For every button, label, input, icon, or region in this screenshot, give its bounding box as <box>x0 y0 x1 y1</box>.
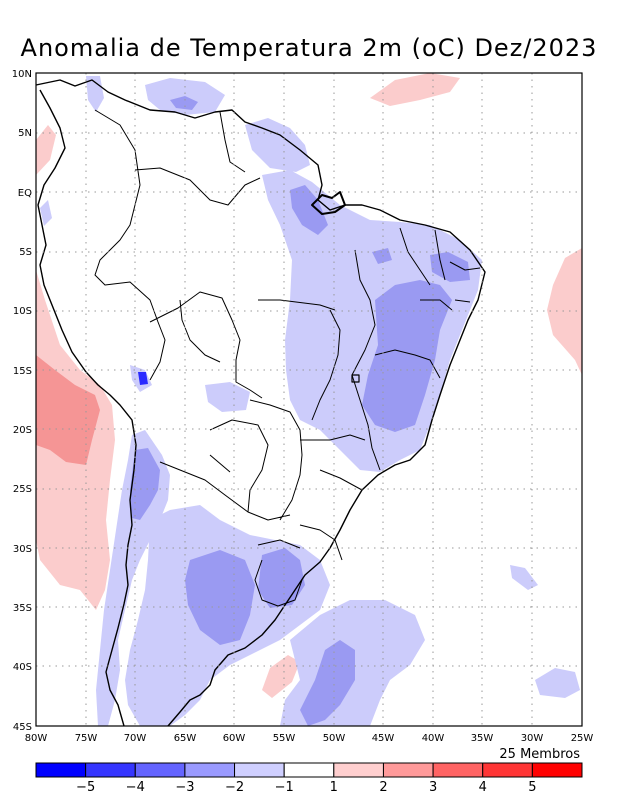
colorbar-swatch <box>333 762 384 778</box>
lon-label: 45W <box>372 733 395 744</box>
colorbar-tick-label: −3 <box>175 780 194 795</box>
coastline-and-borders <box>35 79 486 727</box>
colorbar: −5 −4 −3 −2 −1 1 2 3 4 5 <box>35 762 583 795</box>
lon-label: 80W <box>25 733 48 744</box>
lat-label: 20S <box>13 425 32 436</box>
cold-area-atlantic-mid <box>510 565 538 590</box>
members-label: 25 Membros <box>499 747 580 762</box>
colorbar-swatch <box>482 762 533 778</box>
cold-area-para <box>290 185 328 235</box>
lon-label: 35W <box>471 733 494 744</box>
lat-label: 45S <box>13 722 32 733</box>
cold-area-south-atlantic-core <box>300 640 355 726</box>
lon-label: 25W <box>571 733 594 744</box>
cold-area-ecuador <box>40 200 52 226</box>
colorbar-tick-label: 5 <box>528 780 536 795</box>
map-title: Anomalia de Temperatura 2m (oC) Dez/2023 <box>20 34 598 62</box>
colorbar-tick-label: −4 <box>126 780 145 795</box>
colorbar-swatch <box>432 762 484 778</box>
lake-marker <box>351 374 360 383</box>
cold-area-andes-core <box>130 448 160 520</box>
colorbar-swatch <box>283 762 335 778</box>
cold-area-caribbean-core <box>170 96 198 110</box>
colorbar-tick-label: −5 <box>76 780 95 795</box>
lon-label: 30W <box>521 733 544 744</box>
colorbar-tick-label: 4 <box>479 780 487 795</box>
colorbar-tick-label: −2 <box>225 780 244 795</box>
cold-anomaly-areas <box>40 76 580 726</box>
lat-label: 25S <box>13 484 32 495</box>
cold-area-guianas <box>245 118 310 172</box>
colorbar-swatch <box>35 762 87 778</box>
lon-label: 40W <box>422 733 445 744</box>
lat-label: 15S <box>13 366 32 377</box>
cold-area-bolivia <box>205 382 250 412</box>
colorbar-tick-label: −1 <box>275 780 294 795</box>
longitude-labels: 80W 75W 70W 65W 60W 55W 50W 45W 40W 35W … <box>25 733 594 744</box>
map-frame <box>35 72 583 727</box>
colorbar-tick-label: 3 <box>429 780 437 795</box>
country-borders <box>94 109 481 607</box>
colorbar-swatch <box>134 762 186 778</box>
warm-area-east-atlantic <box>547 248 582 375</box>
lon-label: 70W <box>124 733 147 744</box>
lat-label: 10S <box>13 306 32 317</box>
colorbar-swatch <box>234 762 285 778</box>
cold-area-brazil-northeast <box>362 280 452 432</box>
lon-label: 60W <box>223 733 246 744</box>
warm-area-northwest <box>36 125 56 175</box>
lon-label: 55W <box>273 733 296 744</box>
cold-area-altiplano-core <box>138 372 148 385</box>
lon-label: 65W <box>174 733 197 744</box>
south-america-coastline <box>35 79 486 727</box>
colorbar-tick-label: 2 <box>379 780 387 795</box>
latitude-labels: 10N 5N EQ 5S 10S 15S 20S 25S 30S 35S 40S… <box>12 69 32 733</box>
map-plot-area <box>35 72 583 727</box>
colorbar-swatch <box>85 762 136 778</box>
cold-area-brazil-main <box>262 170 482 472</box>
cold-area-atlantic-east <box>535 668 580 698</box>
lon-label: 75W <box>75 733 98 744</box>
cold-area-andes <box>96 430 170 726</box>
lat-label: 30S <box>13 544 32 555</box>
warm-area-north-atlantic <box>370 73 460 106</box>
amazon-mouth-islands <box>311 191 346 215</box>
lat-label: 5S <box>19 247 32 258</box>
lon-label: 50W <box>323 733 346 744</box>
lat-label: 40S <box>13 662 32 673</box>
colorbar-swatch <box>531 762 583 778</box>
lat-label: EQ <box>18 188 32 199</box>
colorbar-swatch <box>382 762 434 778</box>
lat-label: 5N <box>18 128 32 139</box>
lat-label: 10N <box>12 69 32 80</box>
colorbar-tick-label: 1 <box>330 780 338 795</box>
colorbar-swatch <box>184 762 236 778</box>
gridlines <box>36 73 582 726</box>
warm-area-pacific-strong <box>36 355 100 465</box>
cold-area-argentina-core <box>185 550 255 645</box>
lat-label: 35S <box>13 603 32 614</box>
